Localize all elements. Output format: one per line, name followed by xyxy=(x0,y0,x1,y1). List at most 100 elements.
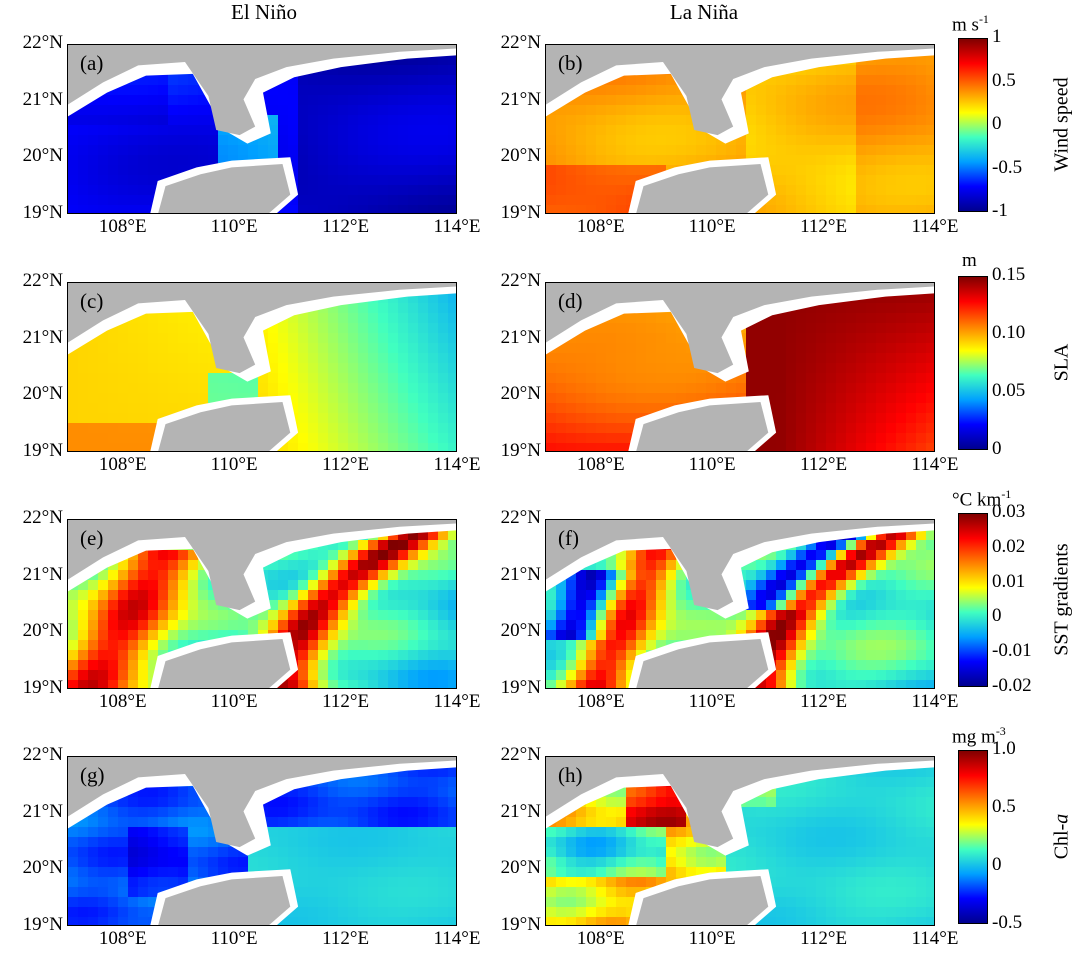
heatmap-cell xyxy=(108,887,119,898)
heatmap-cell xyxy=(418,540,429,551)
heatmap-cell xyxy=(428,817,439,828)
heatmap-cell xyxy=(118,165,129,176)
heatmap-cell xyxy=(596,797,607,808)
heatmap-cell xyxy=(646,640,657,651)
heatmap-cell xyxy=(348,145,359,156)
heatmap-cell xyxy=(836,600,847,611)
heatmap-cell xyxy=(926,205,934,213)
heatmap-cell xyxy=(636,373,647,384)
heatmap-cell xyxy=(606,650,617,661)
latitude-tick-label: 22°N xyxy=(22,744,63,765)
heatmap-cell xyxy=(148,423,159,434)
heatmap-cell xyxy=(636,115,647,126)
heatmap-cell xyxy=(796,95,807,106)
heatmap-cell xyxy=(188,323,199,334)
heatmap-cell xyxy=(596,620,607,631)
heatmap-cell xyxy=(566,363,577,374)
heatmap-cell xyxy=(388,85,399,96)
heatmap-cell xyxy=(338,373,349,384)
heatmap-cell xyxy=(318,837,329,848)
heatmap-cell xyxy=(428,630,439,641)
heatmap-cell xyxy=(896,383,907,394)
heatmap-cell xyxy=(676,363,687,374)
heatmap-cell xyxy=(228,145,239,156)
heatmap-cell xyxy=(428,660,439,671)
heatmap-cell xyxy=(926,353,934,364)
heatmap-cell xyxy=(138,650,149,661)
heatmap-cell xyxy=(596,630,607,641)
heatmap-cell xyxy=(706,630,717,641)
heatmap-cell xyxy=(806,443,817,451)
heatmap-cell xyxy=(546,125,557,136)
heatmap-cell xyxy=(378,847,389,858)
heatmap-cell xyxy=(388,155,399,166)
heatmap-cell xyxy=(566,353,577,364)
heatmap-cell xyxy=(318,610,329,621)
heatmap-cell xyxy=(158,570,169,581)
heatmap-cell xyxy=(318,907,329,918)
heatmap-cell xyxy=(268,807,279,818)
heatmap-cell xyxy=(378,777,389,788)
heatmap-cell xyxy=(118,115,129,126)
heatmap-cell xyxy=(566,383,577,394)
heatmap-cell xyxy=(328,105,339,116)
heatmap-cell xyxy=(776,125,787,136)
heatmap-cell xyxy=(318,817,329,828)
heatmap-cell xyxy=(408,343,419,354)
heatmap-cell xyxy=(128,333,139,344)
heatmap-cell xyxy=(646,817,657,828)
heatmap-cell xyxy=(656,333,667,344)
heatmap-cell xyxy=(358,817,369,828)
heatmap-cell xyxy=(258,857,269,868)
heatmap-cell xyxy=(78,897,89,908)
heatmap-cell xyxy=(298,165,309,176)
heatmap-cell xyxy=(328,115,339,126)
heatmap-cell xyxy=(328,363,339,374)
heatmap-cell xyxy=(358,343,369,354)
heatmap-cell xyxy=(108,95,119,106)
heatmap-cell xyxy=(816,303,827,314)
heatmap-cell xyxy=(128,907,139,918)
heatmap-cell xyxy=(98,807,109,818)
heatmap-cell xyxy=(408,877,419,888)
heatmap-cell xyxy=(418,333,429,344)
heatmap-cell xyxy=(796,600,807,611)
heatmap-cell xyxy=(926,560,934,571)
heatmap-cell xyxy=(408,393,419,404)
heatmap-cell xyxy=(418,85,429,96)
heatmap-cell xyxy=(666,343,677,354)
heatmap-cell xyxy=(826,433,837,444)
heatmap-cell xyxy=(856,155,867,166)
heatmap-cell xyxy=(876,570,887,581)
heatmap-cell xyxy=(606,175,617,186)
heatmap-cell xyxy=(876,55,887,66)
heatmap-cell xyxy=(626,413,637,424)
heatmap-cell xyxy=(368,817,379,828)
heatmap-cell xyxy=(108,590,119,601)
heatmap-cell xyxy=(916,55,927,66)
heatmap-cell xyxy=(736,373,747,384)
heatmap-cell xyxy=(378,670,389,681)
heatmap-cell xyxy=(208,857,219,868)
heatmap-cell xyxy=(328,917,339,925)
heatmap-cell xyxy=(168,807,179,818)
heatmap-cell xyxy=(108,343,119,354)
heatmap-cell xyxy=(886,135,897,146)
heatmap-cell xyxy=(298,787,309,798)
heatmap-cell xyxy=(338,827,349,838)
heatmap-cell xyxy=(656,353,667,364)
heatmap-cell xyxy=(328,403,339,414)
heatmap-cell xyxy=(188,105,199,116)
heatmap-cell xyxy=(328,185,339,196)
heatmap-cell xyxy=(676,600,687,611)
heatmap-cell xyxy=(368,550,379,561)
heatmap-cell xyxy=(178,403,189,414)
heatmap-cell xyxy=(398,303,409,314)
heatmap-cell xyxy=(606,640,617,651)
heatmap-cell xyxy=(148,580,159,591)
heatmap-cell xyxy=(438,847,449,858)
heatmap-cell xyxy=(626,155,637,166)
heatmap-cell xyxy=(586,155,597,166)
heatmap-cell xyxy=(696,155,707,166)
heatmap-cell xyxy=(318,145,329,156)
